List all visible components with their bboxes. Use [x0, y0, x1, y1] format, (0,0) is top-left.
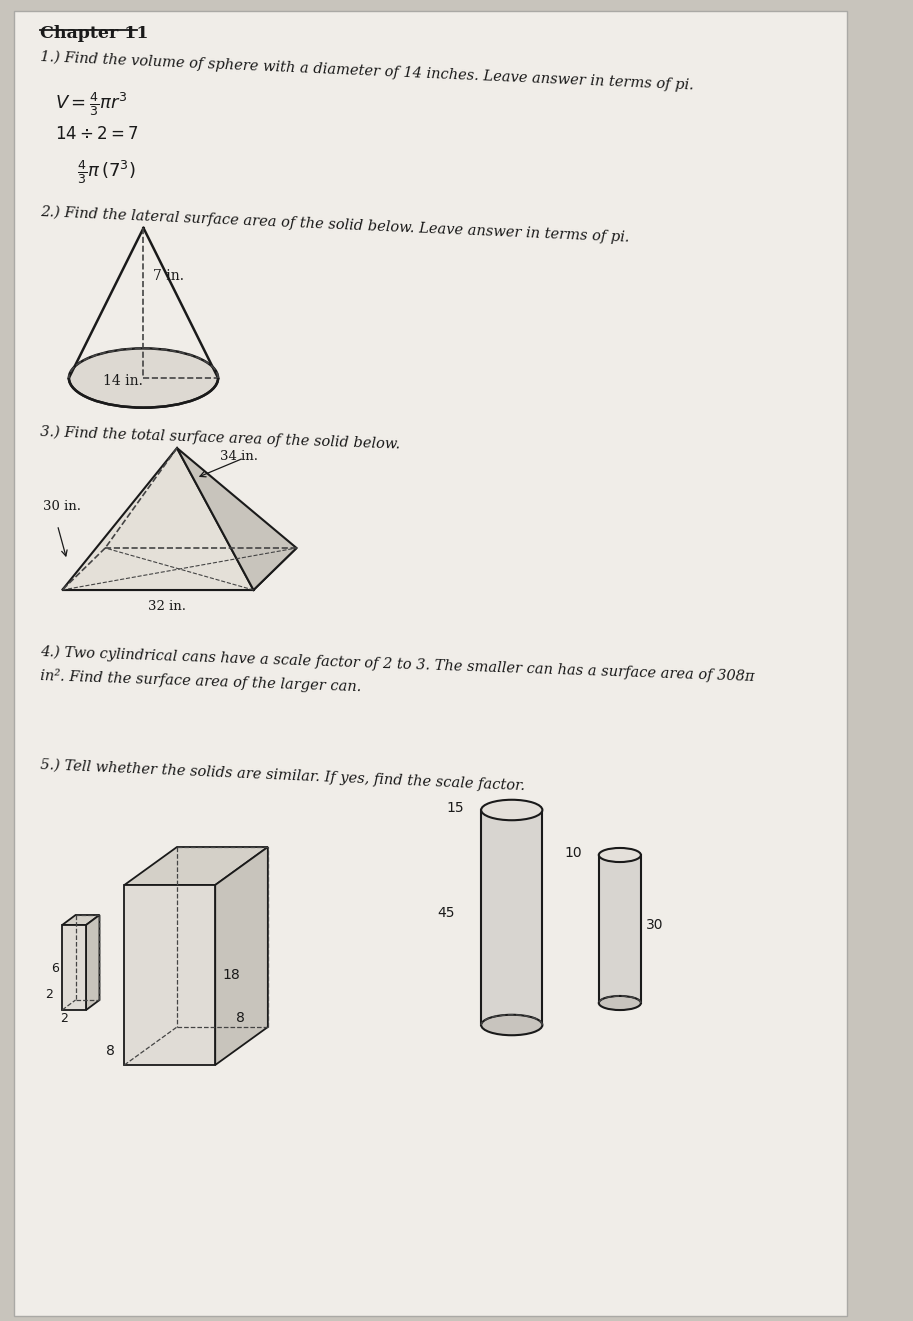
Polygon shape — [62, 548, 297, 590]
Text: $14 \div 2 = 7$: $14 \div 2 = 7$ — [56, 125, 139, 143]
Polygon shape — [62, 448, 254, 590]
Text: 7 in.: 7 in. — [153, 269, 184, 283]
FancyBboxPatch shape — [15, 11, 846, 1316]
Text: 1.) Find the volume of sphere with a diameter of 14 inches. Leave answer in term: 1.) Find the volume of sphere with a dia… — [40, 50, 694, 92]
Text: 32 in.: 32 in. — [148, 600, 186, 613]
Text: 30 in.: 30 in. — [43, 501, 81, 513]
Polygon shape — [481, 810, 542, 1025]
Ellipse shape — [599, 848, 641, 863]
Text: in². Find the surface area of the larger can.: in². Find the surface area of the larger… — [40, 668, 362, 695]
Text: $V = \frac{4}{3}\pi r^3$: $V = \frac{4}{3}\pi r^3$ — [56, 90, 129, 118]
Text: 15: 15 — [446, 801, 464, 815]
Polygon shape — [124, 885, 215, 1065]
Text: 4.) Two cylindrical cans have a scale factor of 2 to 3. The smaller can has a su: 4.) Two cylindrical cans have a scale fa… — [40, 645, 755, 684]
Text: 10: 10 — [564, 845, 582, 860]
Ellipse shape — [599, 996, 641, 1011]
Ellipse shape — [481, 799, 542, 820]
Text: 2: 2 — [60, 1012, 68, 1025]
Text: 5.) Tell whether the solids are similar. If yes, find the scale factor.: 5.) Tell whether the solids are similar.… — [40, 758, 526, 794]
Text: 3.) Find the total surface area of the solid below.: 3.) Find the total surface area of the s… — [40, 425, 401, 452]
Polygon shape — [124, 847, 268, 885]
Text: 8: 8 — [236, 1011, 246, 1025]
Polygon shape — [86, 915, 100, 1011]
Text: 6: 6 — [51, 962, 59, 975]
Text: 34 in.: 34 in. — [220, 450, 258, 462]
Polygon shape — [62, 915, 100, 925]
Text: $\frac{4}{3}\pi\,(7^3)$: $\frac{4}{3}\pi\,(7^3)$ — [77, 159, 135, 186]
Text: 18: 18 — [223, 968, 241, 982]
Ellipse shape — [481, 1015, 542, 1036]
Text: 2.) Find the lateral surface area of the solid below. Leave answer in terms of p: 2.) Find the lateral surface area of the… — [40, 205, 630, 246]
Ellipse shape — [68, 349, 218, 408]
Text: Chapter 11: Chapter 11 — [40, 25, 149, 42]
Text: 45: 45 — [436, 906, 455, 919]
Polygon shape — [62, 925, 86, 1011]
Text: 14 in.: 14 in. — [103, 374, 143, 388]
Text: 2: 2 — [45, 988, 53, 1001]
Polygon shape — [177, 448, 297, 590]
Polygon shape — [215, 847, 268, 1065]
Polygon shape — [599, 855, 641, 1003]
Text: 8: 8 — [106, 1044, 115, 1058]
Text: 30: 30 — [645, 918, 663, 933]
